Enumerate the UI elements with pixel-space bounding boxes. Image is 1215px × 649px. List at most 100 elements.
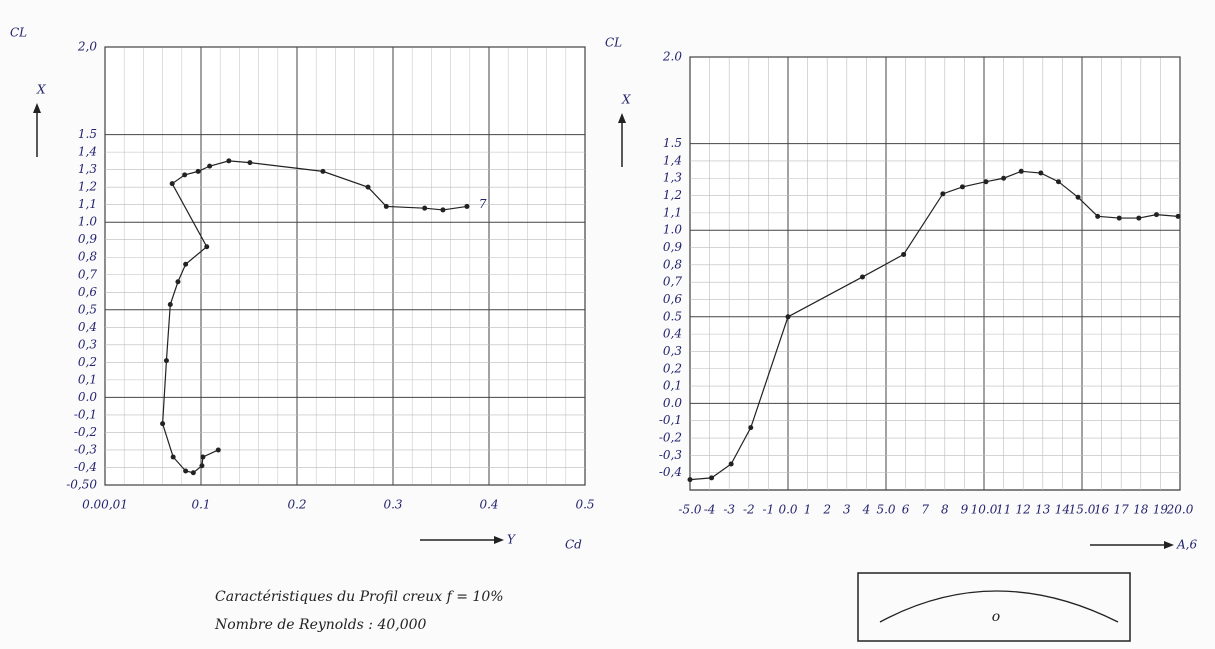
- point: [182, 172, 188, 178]
- y-tick-label: 0,9: [663, 240, 682, 254]
- point: [1055, 179, 1061, 185]
- y-tick-label: 1.5: [663, 136, 682, 150]
- y-tick-label: 0.0: [663, 396, 682, 410]
- x-tick-label: 0.2: [287, 498, 306, 512]
- point: [183, 468, 189, 474]
- y-tick-label: 1.0: [78, 215, 97, 229]
- y-tick-label: 0,2: [663, 361, 682, 375]
- point: [422, 205, 428, 211]
- y-tick-label: 0,8: [78, 250, 97, 264]
- x-tick-label: 0.3: [383, 498, 402, 512]
- point: [940, 191, 946, 197]
- point: [190, 470, 196, 476]
- y-tick-label: 0,8: [663, 257, 682, 271]
- point: [1175, 213, 1181, 219]
- y-tick-label: -0,3: [659, 448, 683, 462]
- y-arrow-head: [618, 113, 626, 123]
- profile-symbol: o: [992, 609, 1000, 625]
- x-tick-label: 5.0: [876, 503, 895, 517]
- y-tick-label: 0,1: [78, 372, 97, 386]
- x-tick-label: -3: [723, 503, 735, 517]
- point: [709, 475, 715, 481]
- y-tick-label: 1,3: [78, 162, 97, 176]
- y-tick-label: 1,2: [663, 188, 682, 202]
- point: [226, 158, 232, 164]
- x-axis-label: Cd: [565, 538, 582, 552]
- point: [204, 244, 210, 250]
- point: [1075, 194, 1081, 200]
- x-tick-label: 2: [822, 503, 831, 517]
- y-tick-label: 0,3: [78, 337, 97, 351]
- x-tick-label: 3: [843, 503, 851, 517]
- x-tick-label: 16: [1094, 503, 1110, 517]
- y-tick-label: 1,4: [78, 145, 97, 159]
- x-tick-label: 6: [902, 503, 910, 517]
- point: [167, 302, 173, 308]
- y-tick-label: 0.0: [78, 390, 97, 404]
- x-tick-label: 0.0: [778, 503, 797, 517]
- y-tick-label: 1,1: [78, 197, 97, 211]
- caption-line: Caractéristiques du Profil creux f = 10%: [215, 589, 504, 605]
- point: [365, 184, 371, 190]
- y-arrow-label: X: [36, 83, 46, 97]
- point: [1136, 215, 1142, 221]
- y-tick-label: 0,7: [663, 275, 682, 289]
- y-tick-label: -0,2: [659, 431, 682, 445]
- point: [170, 454, 176, 460]
- y-tick-label: -0,4: [659, 465, 682, 479]
- y-tick-label: 0,4: [663, 327, 682, 341]
- point: [687, 477, 693, 483]
- point: [383, 203, 389, 209]
- plot-area: [104, 46, 586, 486]
- point: [247, 160, 253, 166]
- x-tick-label: 15.0: [1069, 503, 1096, 517]
- caption-line: Nombre de Reynolds : 40,000: [214, 617, 427, 633]
- x-tick-label: 7: [921, 503, 929, 517]
- x-tick-label: 0.00,01: [82, 498, 128, 512]
- y-tick-label: 1.5: [78, 127, 97, 141]
- x-tick-label: 10.0: [971, 503, 998, 517]
- point: [1095, 213, 1101, 219]
- x-tick-label: 9: [961, 503, 969, 517]
- x-tick-label: -4: [704, 503, 716, 517]
- plot-area: [689, 56, 1181, 491]
- y-tick-label: 0,9: [78, 232, 97, 246]
- x-tick-label: 20.0: [1166, 503, 1194, 517]
- point: [901, 251, 907, 257]
- y-arrow-head: [33, 103, 41, 113]
- x-tick-label: 4: [862, 503, 871, 517]
- y-tick-label: 1,2: [78, 180, 97, 194]
- point: [728, 461, 734, 467]
- y-tick-label: 0,1: [663, 379, 682, 393]
- point: [163, 358, 169, 364]
- x-tick-label: 19: [1153, 503, 1169, 517]
- y-tick-label: 0,7: [78, 267, 97, 281]
- point: [959, 184, 965, 190]
- point: [983, 179, 989, 185]
- annotation: 7: [479, 197, 487, 211]
- point: [320, 168, 326, 174]
- x-arrow-head: [1164, 541, 1174, 549]
- profile-arc: [879, 590, 1119, 623]
- y-tick-label: -0,1: [659, 413, 682, 427]
- profile-box: [857, 572, 1131, 642]
- point: [464, 203, 470, 209]
- y-tick-label: 0,6: [663, 292, 682, 306]
- point: [1001, 175, 1007, 181]
- x-tick-label: 0.4: [479, 498, 498, 512]
- x-tick-label: 0.5: [575, 498, 594, 512]
- y-tick-label: -0,4: [74, 460, 97, 474]
- x-tick-label: 14: [1055, 503, 1070, 517]
- x-tick-label: 13: [1035, 503, 1051, 517]
- point: [175, 279, 181, 285]
- x-arrow-head: [494, 536, 504, 544]
- x-tick-label: 11: [996, 503, 1011, 517]
- y-axis-label: CL: [10, 26, 27, 40]
- point: [1038, 170, 1044, 176]
- x-tick-label: -5.0: [678, 503, 702, 517]
- point: [1018, 168, 1024, 174]
- x-tick-label: 17: [1114, 503, 1130, 517]
- x-tick-label: -1: [763, 503, 775, 517]
- x-tick-label: 1: [804, 503, 812, 517]
